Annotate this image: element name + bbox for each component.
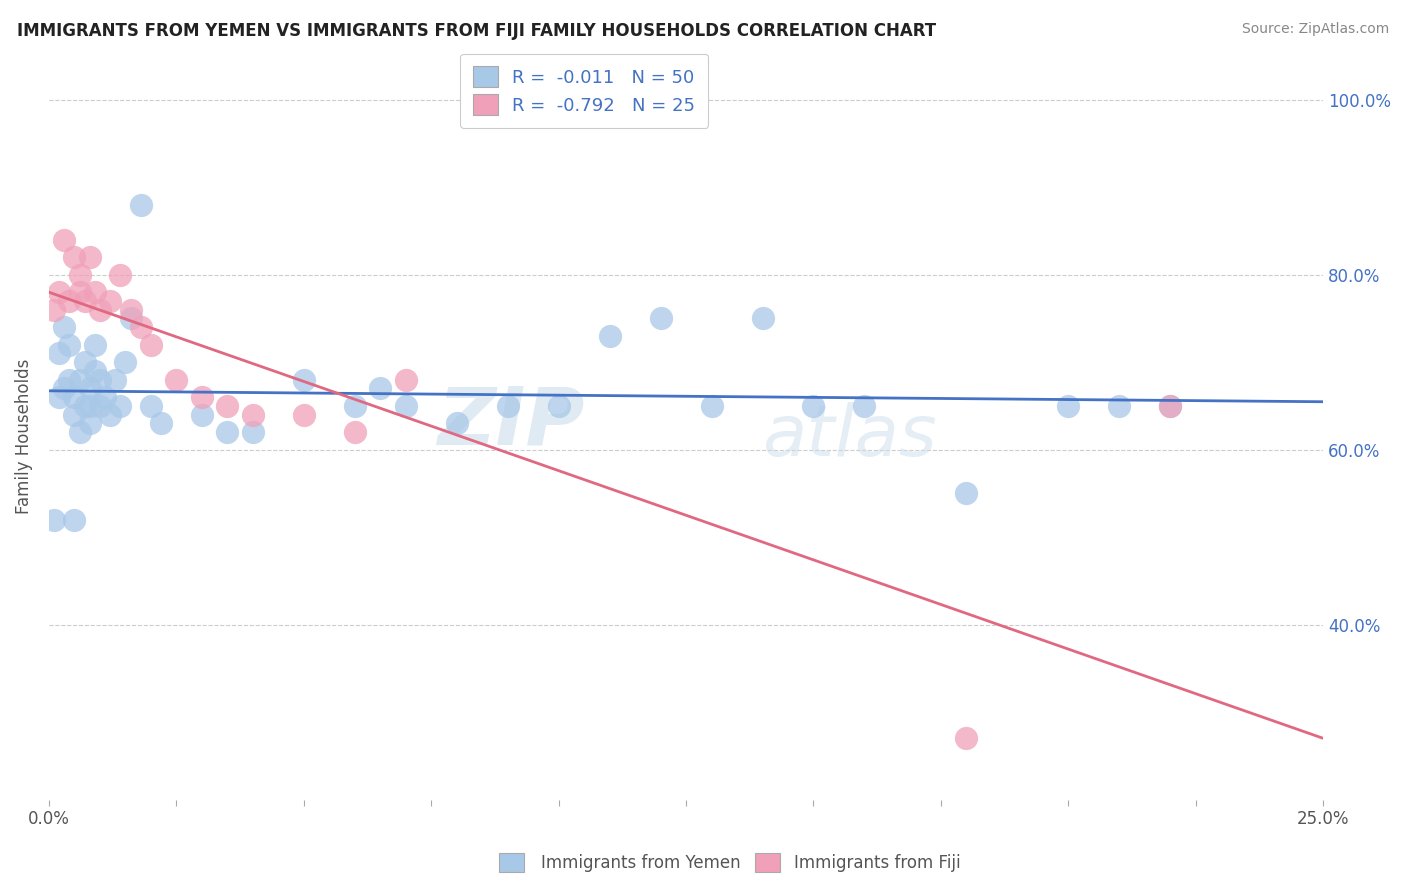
Text: atlas: atlas xyxy=(762,402,938,471)
Point xyxy=(98,293,121,308)
Point xyxy=(547,399,569,413)
Point xyxy=(79,417,101,431)
Point xyxy=(1159,399,1181,413)
Point xyxy=(110,399,132,413)
Point xyxy=(343,425,366,440)
Point xyxy=(89,373,111,387)
Point xyxy=(120,302,142,317)
Point xyxy=(53,320,76,334)
Point xyxy=(69,425,91,440)
Point xyxy=(343,399,366,413)
Point xyxy=(129,198,152,212)
Point xyxy=(853,399,876,413)
Point xyxy=(63,408,86,422)
Point xyxy=(104,373,127,387)
Point xyxy=(114,355,136,369)
Point xyxy=(98,408,121,422)
Point xyxy=(63,390,86,404)
Point xyxy=(165,373,187,387)
Point xyxy=(79,399,101,413)
Point xyxy=(395,399,418,413)
Point xyxy=(955,731,977,746)
Point xyxy=(79,381,101,395)
Point xyxy=(242,408,264,422)
Point xyxy=(79,250,101,264)
Point xyxy=(191,408,214,422)
Point xyxy=(53,381,76,395)
Point xyxy=(69,285,91,300)
Point xyxy=(58,293,80,308)
Point xyxy=(1159,399,1181,413)
Point xyxy=(73,355,96,369)
Point xyxy=(599,329,621,343)
Point xyxy=(73,399,96,413)
Point xyxy=(48,346,70,360)
Point xyxy=(150,417,173,431)
Point xyxy=(48,390,70,404)
Point xyxy=(139,399,162,413)
Point xyxy=(83,285,105,300)
Point xyxy=(1057,399,1080,413)
Legend: R =  -0.011   N = 50, R =  -0.792   N = 25: R = -0.011 N = 50, R = -0.792 N = 25 xyxy=(460,54,709,128)
Point xyxy=(89,399,111,413)
Point xyxy=(217,425,239,440)
Point xyxy=(292,373,315,387)
Point xyxy=(700,399,723,413)
Point xyxy=(69,268,91,282)
Point xyxy=(63,250,86,264)
Point xyxy=(217,399,239,413)
Point xyxy=(48,285,70,300)
Point xyxy=(955,486,977,500)
Point xyxy=(58,373,80,387)
Point xyxy=(129,320,152,334)
Point xyxy=(94,390,117,404)
Point xyxy=(1108,399,1130,413)
Point xyxy=(139,337,162,351)
Point xyxy=(191,390,214,404)
Point xyxy=(42,302,65,317)
Point xyxy=(803,399,825,413)
Point xyxy=(110,268,132,282)
Point xyxy=(83,337,105,351)
Point xyxy=(650,311,672,326)
Point xyxy=(751,311,773,326)
Point xyxy=(242,425,264,440)
Point xyxy=(292,408,315,422)
Point xyxy=(58,337,80,351)
Text: ZIP: ZIP xyxy=(437,383,583,461)
Text: IMMIGRANTS FROM YEMEN VS IMMIGRANTS FROM FIJI FAMILY HOUSEHOLDS CORRELATION CHAR: IMMIGRANTS FROM YEMEN VS IMMIGRANTS FROM… xyxy=(17,22,936,40)
Point xyxy=(446,417,468,431)
Point xyxy=(42,513,65,527)
Point xyxy=(395,373,418,387)
Text: Source: ZipAtlas.com: Source: ZipAtlas.com xyxy=(1241,22,1389,37)
Point xyxy=(83,364,105,378)
Text: Immigrants from Fiji: Immigrants from Fiji xyxy=(794,855,962,872)
Point xyxy=(69,373,91,387)
Point xyxy=(89,302,111,317)
Text: Immigrants from Yemen: Immigrants from Yemen xyxy=(541,855,741,872)
Point xyxy=(120,311,142,326)
Point xyxy=(53,233,76,247)
Point xyxy=(63,513,86,527)
Point xyxy=(73,293,96,308)
Y-axis label: Family Households: Family Households xyxy=(15,359,32,515)
Point xyxy=(368,381,391,395)
Point xyxy=(496,399,519,413)
